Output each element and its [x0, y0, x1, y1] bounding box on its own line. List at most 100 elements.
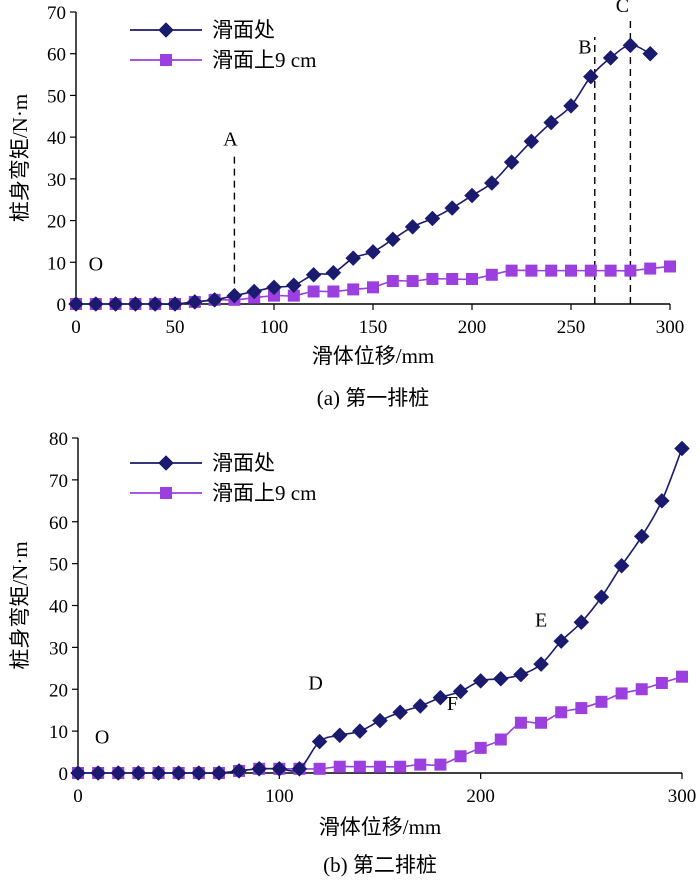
data-point [333, 760, 346, 773]
data-point [190, 765, 207, 781]
y-tick-label: 50 [47, 86, 66, 107]
data-point [535, 716, 548, 729]
data-point [384, 231, 401, 248]
y-tick-label: 40 [49, 597, 68, 618]
data-point [87, 296, 104, 312]
x-axis-label: 滑体位移/mm [319, 815, 442, 839]
data-point [584, 264, 597, 277]
data-point [563, 98, 579, 114]
data-point [525, 264, 538, 277]
x-tick-label: 200 [458, 317, 487, 338]
data-point [110, 765, 127, 781]
series-slip-surface [68, 37, 659, 312]
data-point [543, 114, 560, 131]
y-tick-label: 0 [57, 295, 67, 316]
y-axis-label: 桩身弯矩/N·m [8, 94, 32, 222]
y-tick-label: 70 [49, 471, 68, 492]
data-point [374, 760, 386, 773]
panel-caption: (a) 第一排桩 [317, 386, 430, 410]
data-point [613, 557, 630, 574]
series-line [75, 44, 651, 305]
data-point [593, 589, 610, 605]
data-point [454, 750, 467, 763]
data-point [533, 656, 549, 672]
data-point [604, 264, 617, 277]
data-point [446, 272, 459, 285]
data-point [167, 296, 183, 312]
data-point [307, 285, 320, 298]
data-point [642, 45, 659, 62]
data-point [291, 760, 308, 777]
data-point [602, 50, 619, 66]
legend-label: 滑面处 [212, 18, 275, 42]
x-tick-label: 0 [73, 786, 83, 807]
data-point [305, 266, 322, 283]
data-point [325, 264, 342, 281]
series-slip-surface [70, 440, 690, 781]
data-point [394, 760, 407, 773]
y-tick-label: 80 [49, 429, 68, 450]
data-point [412, 698, 429, 714]
data-point [406, 275, 419, 288]
data-point [211, 765, 227, 781]
data-point [311, 733, 328, 750]
data-point [565, 264, 577, 277]
data-point [372, 712, 388, 729]
annotation-e: E [535, 609, 547, 631]
data-point [313, 762, 326, 775]
legend-label: 滑面处 [212, 451, 275, 475]
data-point [246, 283, 263, 300]
annotation-o: O [95, 727, 109, 749]
x-tick-label: 200 [466, 786, 495, 807]
data-point [426, 272, 439, 285]
data-point [513, 666, 529, 683]
y-tick-label: 60 [49, 513, 68, 534]
x-axis-label: 滑体位移/mm [312, 344, 435, 368]
y-tick-label: 50 [49, 555, 68, 576]
x-tick-label: 100 [265, 786, 294, 807]
data-point [170, 765, 187, 781]
y-tick-label: 30 [47, 170, 66, 191]
legend-label: 滑面上9 cm [212, 481, 316, 505]
data-point [147, 296, 164, 312]
data-point [90, 765, 106, 781]
data-point [424, 210, 441, 227]
data-point [523, 133, 540, 150]
annotation-f: F [447, 693, 458, 715]
x-tick-label: 300 [668, 786, 697, 807]
data-point [285, 277, 302, 294]
y-tick-label: 10 [49, 722, 68, 743]
data-point [271, 760, 288, 777]
data-point [483, 175, 500, 191]
data-point [150, 765, 167, 781]
data-point [655, 676, 668, 689]
data-point [466, 272, 478, 285]
data-point [664, 260, 676, 273]
annotation-a: A [223, 128, 238, 150]
y-tick-label: 40 [47, 128, 66, 149]
x-tick-label: 50 [166, 317, 185, 338]
data-point [266, 279, 282, 296]
data-point [414, 758, 427, 771]
data-point [622, 37, 639, 54]
y-tick-label: 20 [47, 212, 66, 233]
data-point [676, 670, 688, 683]
data-point [494, 733, 507, 746]
legend-marker [160, 54, 172, 66]
data-point [68, 296, 84, 312]
y-tick-label: 20 [49, 680, 68, 701]
data-point [555, 706, 568, 719]
data-point [231, 763, 247, 779]
data-point [434, 758, 447, 771]
legend-marker [158, 22, 174, 38]
data-point [345, 250, 362, 266]
x-tick-label: 250 [557, 317, 586, 338]
data-point [327, 285, 340, 298]
data-point [633, 528, 650, 545]
x-tick-label: 300 [656, 317, 685, 338]
data-point [352, 723, 368, 739]
data-point [404, 218, 421, 235]
x-tick-label: 150 [359, 317, 388, 338]
